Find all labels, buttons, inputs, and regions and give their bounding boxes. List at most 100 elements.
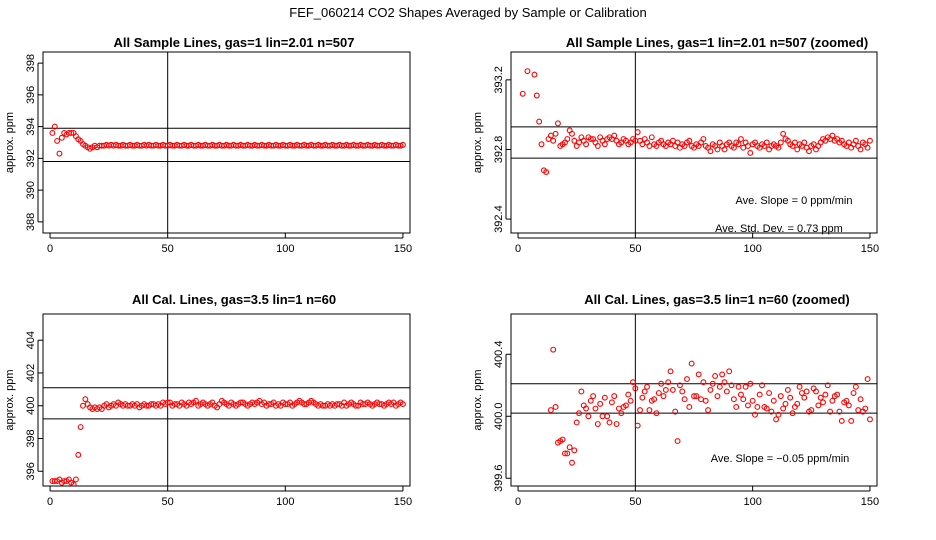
- data-point: [564, 450, 571, 457]
- x-tick-label: 0: [47, 243, 53, 255]
- data-point: [794, 400, 801, 407]
- chart-title: All Cal. Lines, gas=3.5 lin=1 n=60 (zoom…: [584, 292, 850, 307]
- data-point: [82, 396, 89, 403]
- data-point: [564, 136, 571, 142]
- x-tick-label: 150: [861, 243, 879, 255]
- data-point: [352, 402, 359, 409]
- data-point: [77, 424, 84, 430]
- data-point: [667, 368, 674, 375]
- data-point: [735, 383, 742, 390]
- data-point: [651, 396, 658, 403]
- data-point: [763, 139, 770, 146]
- data-point: [782, 400, 789, 407]
- data-point: [695, 371, 702, 378]
- data-point: [533, 92, 540, 99]
- data-point: [625, 391, 632, 398]
- y-tick-label: 392.8: [493, 136, 505, 164]
- data-point: [597, 400, 604, 407]
- data-point: [777, 393, 784, 400]
- data-point: [850, 390, 857, 396]
- page-title: FEF_060214 CO2 Shapes Averaged by Sample…: [289, 5, 647, 20]
- data-point: [817, 394, 824, 401]
- data-point: [855, 407, 862, 414]
- data-point: [728, 382, 735, 389]
- data-point: [559, 436, 566, 443]
- data-point: [665, 379, 672, 386]
- chart-panel-cal-lines: All Cal. Lines, gas=3.5 lin=1 n=60 0 50 100…: [4, 292, 412, 508]
- data-point: [803, 388, 810, 395]
- data-point: [547, 407, 554, 414]
- data-point: [770, 397, 777, 404]
- data-point: [747, 149, 754, 156]
- data-point: [707, 386, 714, 393]
- y-axis-label: approx. ppm: [4, 369, 16, 430]
- plot-frame: [510, 51, 878, 234]
- data-point: [618, 410, 625, 417]
- data-point: [192, 397, 199, 404]
- data-point: [822, 391, 829, 398]
- data-point: [524, 68, 531, 75]
- data-point: [740, 396, 747, 403]
- data-point: [547, 132, 554, 139]
- data-point: [766, 390, 773, 396]
- data-point: [662, 386, 669, 393]
- data-point: [630, 379, 636, 386]
- data-point: [707, 148, 714, 155]
- data-point: [862, 405, 869, 412]
- data-point: [646, 407, 653, 414]
- data-point: [68, 130, 75, 136]
- data-point: [639, 141, 646, 148]
- data-point: [737, 391, 744, 398]
- data-point: [530, 278, 535, 283]
- data-point: [852, 383, 859, 390]
- data-point: [569, 459, 575, 466]
- data-point: [399, 401, 406, 408]
- data-point: [571, 137, 578, 144]
- data-point: [576, 139, 582, 146]
- data-point: [399, 141, 406, 148]
- data-point: [655, 390, 662, 396]
- data-point: [587, 136, 594, 142]
- data-point: [845, 139, 852, 146]
- data-point: [627, 397, 634, 404]
- data-point: [813, 388, 819, 395]
- data-point: [660, 393, 667, 400]
- data-point: [49, 130, 56, 136]
- data-point: [583, 405, 590, 412]
- x-tick-label: 0: [515, 243, 521, 255]
- chart-panel-sample-lines: All Sample Lines, gas=1 lin=2.01 n=507 0 5…: [4, 35, 412, 255]
- data-point: [569, 130, 575, 137]
- data-point: [674, 438, 681, 445]
- data-point: [867, 137, 873, 144]
- data-point: [54, 137, 61, 144]
- data-point: [573, 419, 580, 426]
- chart-title: All Cal. Lines, gas=3.5 lin=1 n=60: [132, 292, 336, 307]
- data-series: [547, 346, 873, 466]
- y-tick-label: 393.2: [493, 66, 505, 94]
- y-tick-label: 398: [25, 429, 37, 447]
- y-axis-label: approx. ppm: [472, 112, 484, 173]
- data-point: [723, 388, 730, 395]
- data-point: [742, 383, 749, 390]
- data-point: [867, 416, 873, 423]
- data-point: [684, 376, 690, 383]
- data-point: [843, 397, 850, 404]
- data-point: [775, 144, 782, 151]
- data-point: [759, 382, 765, 389]
- data-point: [536, 118, 543, 125]
- x-tick-label: 0: [515, 496, 521, 508]
- data-point: [857, 396, 864, 403]
- data-point: [672, 408, 679, 415]
- data-point: [594, 421, 601, 427]
- data-point: [864, 144, 871, 151]
- data-point: [80, 402, 86, 409]
- data-point: [752, 411, 758, 418]
- data-point: [798, 390, 805, 396]
- data-point: [824, 382, 831, 389]
- data-point: [721, 379, 728, 386]
- data-point: [590, 393, 597, 400]
- data-point: [75, 451, 82, 458]
- chart-annotation: Ave. Std. Dev. = 0.73 ppm: [715, 223, 843, 235]
- data-point: [719, 371, 726, 378]
- plot-frame: [42, 51, 411, 234]
